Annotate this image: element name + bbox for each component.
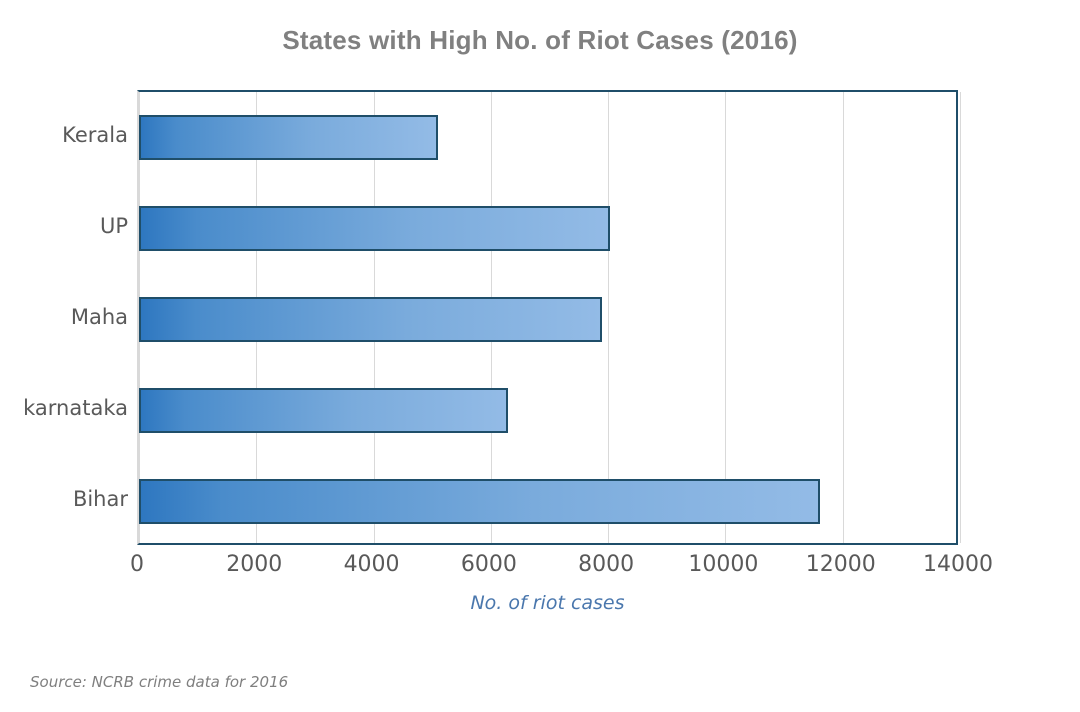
gridline-14000 xyxy=(960,92,961,543)
bar-kerala[interactable] xyxy=(139,115,439,160)
x-tick-label-2000: 2000 xyxy=(226,552,283,577)
bar-up[interactable] xyxy=(139,206,610,251)
bars-layer xyxy=(139,92,956,543)
x-tick-label-4000: 4000 xyxy=(343,552,400,577)
plot-area xyxy=(137,90,961,545)
source-note: Source: NCRB crime data for 2016 xyxy=(30,673,289,691)
category-axis: Kerala UP Maha karnataka Bihar xyxy=(0,90,128,545)
gridline-8000 xyxy=(608,92,610,543)
category-label-maha: Maha xyxy=(70,305,128,329)
x-axis-title: No. of riot cases xyxy=(470,592,625,614)
x-tick-label-12000: 12000 xyxy=(805,552,876,577)
bar-bihar[interactable] xyxy=(139,479,821,524)
x-tick-label-6000: 6000 xyxy=(460,552,517,577)
bar-maha[interactable] xyxy=(139,297,603,342)
bar-karnataka[interactable] xyxy=(139,388,509,433)
x-tick-label-8000: 8000 xyxy=(578,552,635,577)
category-label-up: UP xyxy=(99,214,128,238)
gridline-12000 xyxy=(842,92,844,543)
gridline-10000 xyxy=(725,92,727,543)
category-label-karnataka: karnataka xyxy=(23,396,128,420)
x-tick-label-10000: 10000 xyxy=(688,552,759,577)
x-tick-label-0: 0 xyxy=(130,552,144,577)
x-tick-label-14000: 14000 xyxy=(923,552,993,577)
category-label-bihar: Bihar xyxy=(72,487,128,511)
category-label-kerala: Kerala xyxy=(62,123,128,147)
chart-title: States with High No. of Riot Cases (2016… xyxy=(282,25,798,55)
x-axis-tick-labels: 0 2000 4000 6000 8000 10000 12000 14000 xyxy=(130,552,993,586)
